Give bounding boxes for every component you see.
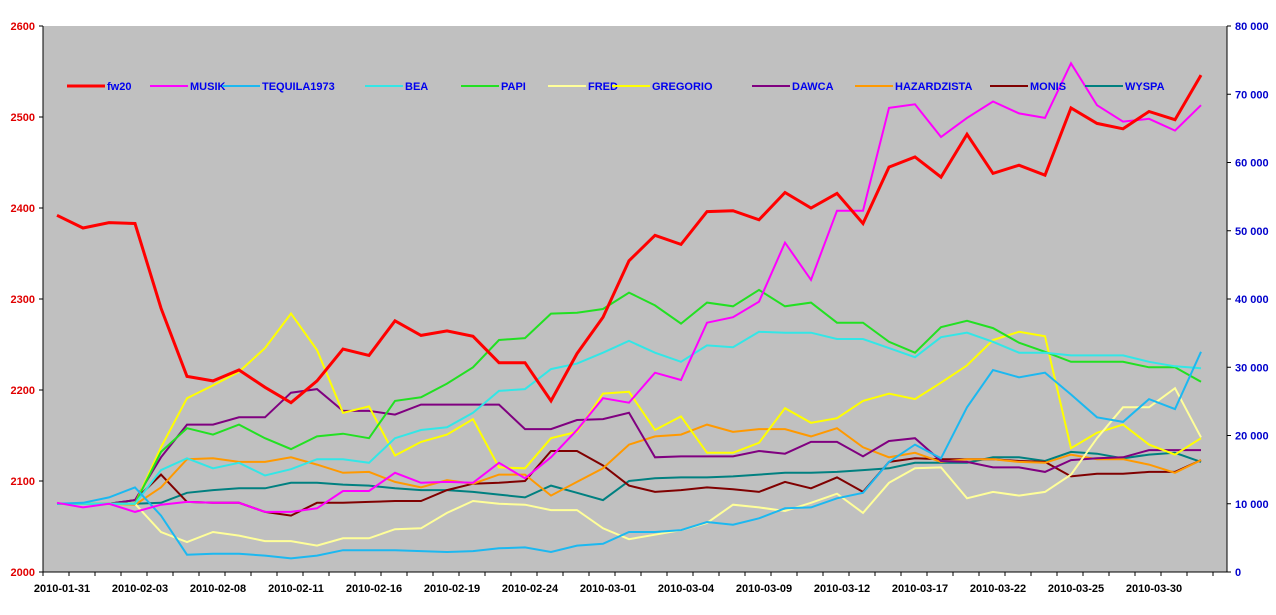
- legend-item-wyspa: WYSPA: [1085, 81, 1165, 93]
- legend-label: DAWCA: [792, 81, 834, 93]
- left-y-tick-label: 2100: [11, 476, 35, 488]
- x-tick-label: 2010-02-24: [502, 583, 559, 595]
- legend-label: BEA: [405, 81, 428, 93]
- series-line-musik: [56, 61, 1202, 513]
- legend-label: TEQUILA1973: [262, 81, 335, 93]
- legend-label: MUSIK: [190, 81, 226, 93]
- legend-label: MONIS: [1030, 81, 1066, 93]
- right-y-tick-label: 40 000: [1235, 294, 1269, 306]
- series-line-papi: [57, 288, 1202, 505]
- x-tick-label: 2010-03-09: [736, 583, 792, 595]
- x-tick-label: 2010-03-01: [580, 583, 636, 595]
- x-tick-label: 2010-03-12: [814, 583, 870, 595]
- legend-label: HAZARDZISTA: [895, 81, 972, 93]
- legend-item-fred: FRED: [548, 81, 618, 93]
- right-y-tick-label: 80 000: [1235, 21, 1269, 33]
- series-lines: [56, 61, 1203, 560]
- x-tick-label: 2010-03-30: [1126, 583, 1182, 595]
- legend-item-monis: MONIS: [990, 81, 1066, 93]
- right-y-tick-label: 50 000: [1235, 226, 1269, 238]
- series-line-fred: [57, 386, 1202, 547]
- x-tick-label: 2010-02-03: [112, 583, 168, 595]
- series-line-wyspa: [57, 450, 1202, 505]
- x-tick-label: 2010-03-17: [892, 583, 948, 595]
- right-y-tick-label: 20 000: [1235, 431, 1269, 443]
- left-y-tick-label: 2600: [11, 21, 35, 33]
- right-y-tick-label: 60 000: [1235, 158, 1269, 170]
- legend-item-bea: BEA: [365, 81, 428, 93]
- legend-item-tequila1973: TEQUILA1973: [222, 81, 335, 93]
- right-y-tick-label: 10 000: [1235, 499, 1269, 511]
- legend-label: GREGORIO: [652, 81, 713, 93]
- x-tick-label: 2010-03-04: [658, 583, 715, 595]
- x-tick-label: 2010-02-16: [346, 583, 402, 595]
- legend-label: fw20: [107, 81, 131, 93]
- legend-label: WYSPA: [1125, 81, 1165, 93]
- x-tick-label: 2010-02-11: [268, 583, 324, 595]
- series-line-dawca: [57, 388, 1201, 505]
- legend-item-gregorio: GREGORIO: [612, 81, 713, 93]
- series-line-hazardzista: [57, 423, 1202, 506]
- axes: 2000 2100 2200 2300 2400 2500 2600 0 10 000 20 00…: [11, 21, 1269, 595]
- left-y-tick-label: 2000: [11, 567, 35, 579]
- series-line-bea: [57, 330, 1202, 505]
- right-y-tick-label: 30 000: [1235, 362, 1269, 374]
- series-line-tequila1973: [56, 351, 1202, 560]
- x-tick-label: 2010-02-08: [190, 583, 246, 595]
- x-tick-label: 2010-02-19: [424, 583, 480, 595]
- left-y-tick-label: 2400: [11, 203, 35, 215]
- left-y-tick-label: 2200: [11, 385, 35, 397]
- right-y-tick-label: 0: [1235, 567, 1241, 579]
- x-tick-label: 2010-03-25: [1048, 583, 1104, 595]
- legend-item-fw20: fw20: [67, 81, 131, 93]
- legend: fw20 MUSIK TEQUILA1973 BEA PAPI FRED GREGORIO D…: [67, 81, 1165, 93]
- right-y-tick-label: 70 000: [1235, 89, 1269, 101]
- x-tick-label: 2010-03-22: [970, 583, 1026, 595]
- legend-item-musik: MUSIK: [150, 81, 226, 93]
- series-line-gregorio: [57, 311, 1202, 505]
- left-y-tick-label: 2300: [11, 294, 35, 306]
- legend-label: FRED: [588, 81, 618, 93]
- legend-item-dawca: DAWCA: [752, 81, 834, 93]
- left-y-tick-label: 2500: [11, 112, 35, 124]
- legend-item-papi: PAPI: [461, 81, 526, 93]
- x-tick-label: 2010-01-31: [34, 583, 90, 595]
- legend-item-hazardzista: HAZARDZISTA: [855, 81, 972, 93]
- series-line-fw20: [56, 74, 1203, 405]
- legend-label: PAPI: [501, 81, 526, 93]
